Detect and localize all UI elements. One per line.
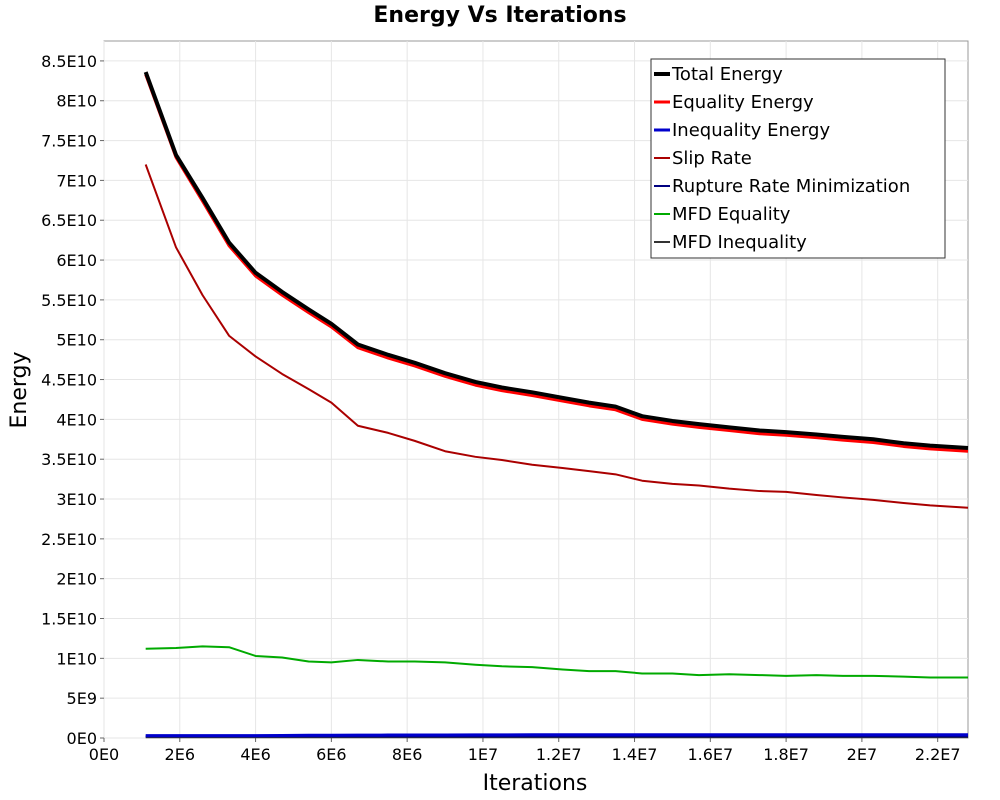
series-lines xyxy=(143,71,969,739)
y-tick-label: 2E10 xyxy=(56,570,97,589)
x-tick-label: 8E6 xyxy=(392,745,422,764)
y-tick-label: 6E10 xyxy=(56,251,97,270)
x-tick-label: 4E6 xyxy=(240,745,270,764)
y-tick-label: 5E10 xyxy=(56,331,97,350)
y-tick-label: 4.5E10 xyxy=(41,371,97,390)
y-tick-label: 3.5E10 xyxy=(41,450,97,469)
legend-label: Slip Rate xyxy=(672,148,752,169)
axis-ticks: 0E0 5E9 1E10 1.5E10 2E10 2.5E10 3E10 3.5E10 4E10… xyxy=(41,52,960,764)
x-tick-label: 6E6 xyxy=(316,745,346,764)
x-tick-label: 1.4E7 xyxy=(612,745,658,764)
series-line-mfd-equality xyxy=(145,645,968,679)
y-tick-label: 1E10 xyxy=(56,649,97,668)
legend-label: Rupture Rate Minimization xyxy=(672,176,910,197)
y-tick-label: 2.5E10 xyxy=(41,530,97,549)
x-tick-label: 2.2E7 xyxy=(915,745,961,764)
x-tick-label: 2E6 xyxy=(165,745,195,764)
x-tick-label: 1.6E7 xyxy=(687,745,733,764)
legend-label: Total Energy xyxy=(671,64,783,85)
legend: Total Energy Equality Energy Inequality En… xyxy=(650,58,946,259)
legend-label: MFD Equality xyxy=(672,204,791,225)
y-tick-label: 8.5E10 xyxy=(41,52,97,71)
legend-label: Equality Energy xyxy=(672,92,814,113)
x-tick-label: 1.2E7 xyxy=(536,745,582,764)
y-tick-label: 5.5E10 xyxy=(41,291,97,310)
y-tick-label: 4E10 xyxy=(56,410,97,429)
series-line-equality-energy xyxy=(144,73,969,453)
y-tick-label: 6.5E10 xyxy=(41,211,97,230)
y-tick-label: 3E10 xyxy=(56,490,97,509)
y-tick-label: 8E10 xyxy=(56,92,97,111)
y-tick-label: 5E9 xyxy=(67,689,97,708)
y-tick-label: 1.5E10 xyxy=(41,610,97,629)
legend-box xyxy=(650,58,946,259)
series-line-slip-rate xyxy=(144,164,969,509)
y-tick-label: 7.5E10 xyxy=(41,132,97,151)
y-axis-label: Energy xyxy=(7,351,32,428)
legend-label: Inequality Energy xyxy=(672,120,830,141)
x-tick-label: 2E7 xyxy=(847,745,877,764)
x-tick-label: 1E7 xyxy=(468,745,498,764)
x-tick-label: 1.8E7 xyxy=(763,745,809,764)
chart-title: Energy Vs Iterations xyxy=(373,3,626,28)
y-tick-label: 7E10 xyxy=(56,171,97,190)
y-tick-label: 0E0 xyxy=(67,729,97,748)
x-axis-label: Iterations xyxy=(483,771,588,796)
x-tick-label: 0E0 xyxy=(89,745,119,764)
series-line-total-energy xyxy=(143,71,969,451)
series-line-inequality-energy xyxy=(145,733,968,738)
legend-label: MFD Inequality xyxy=(672,232,807,253)
